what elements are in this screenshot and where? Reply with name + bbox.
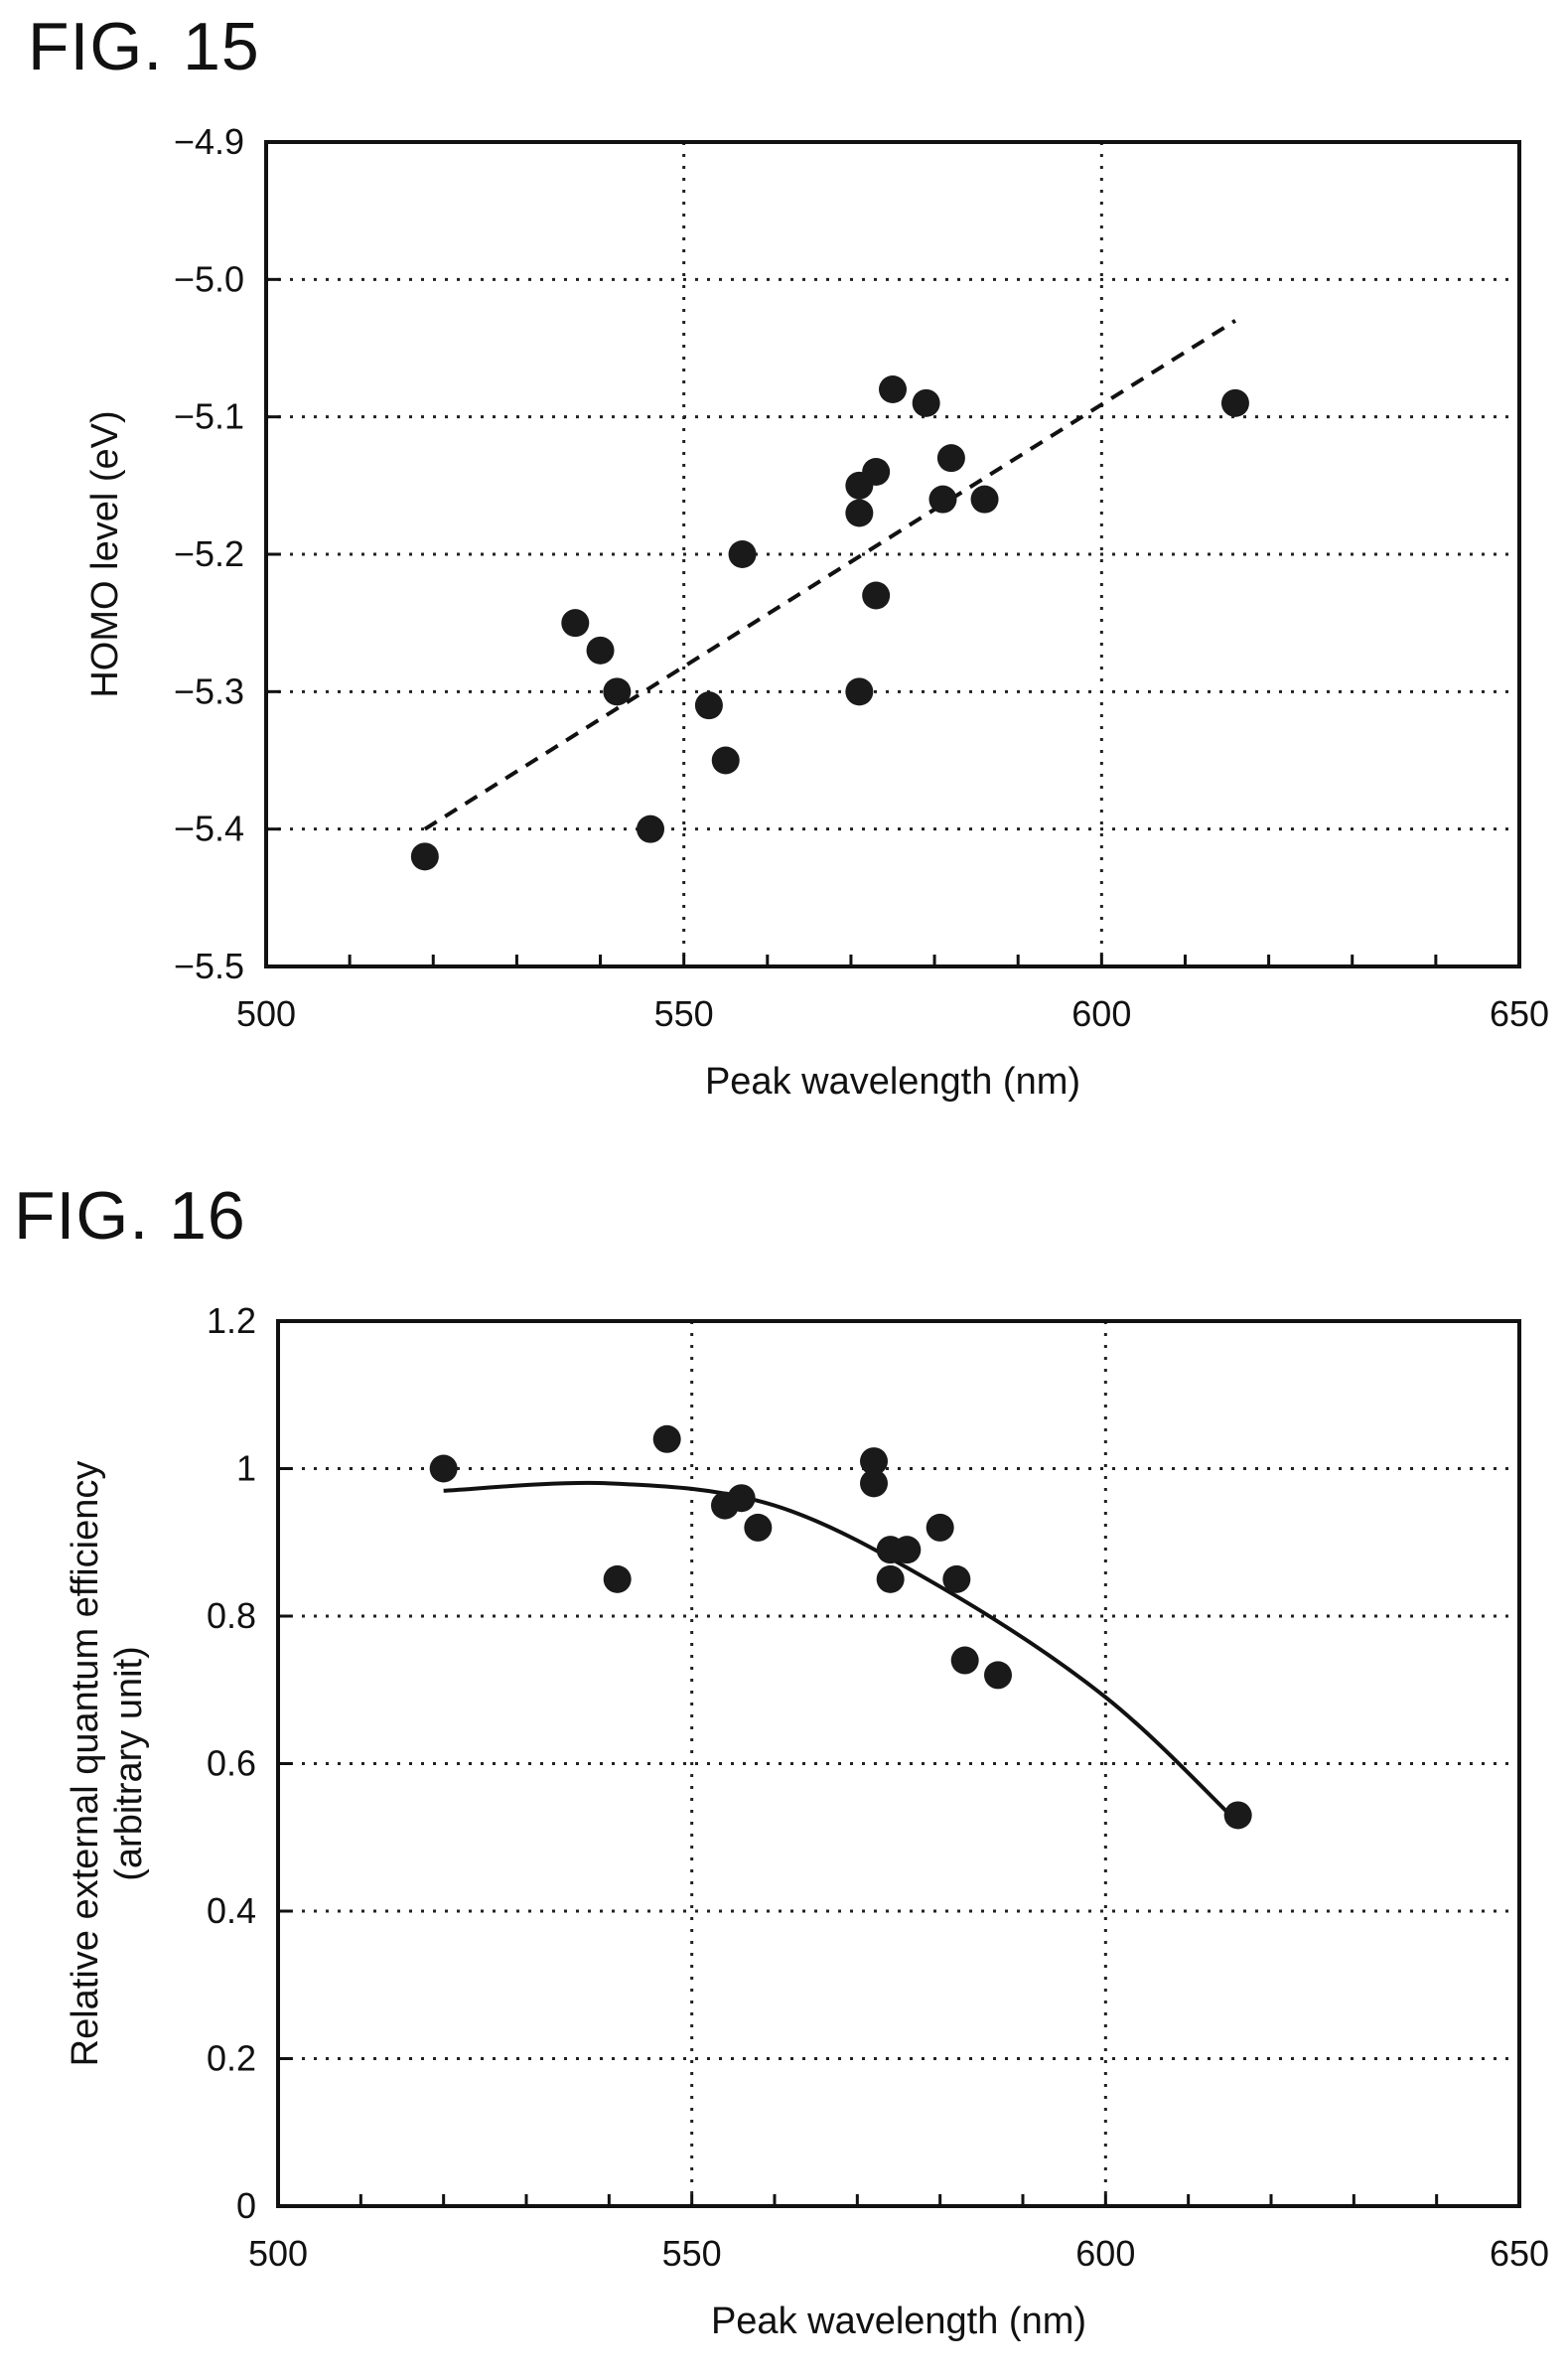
fig15-data-point xyxy=(845,677,874,706)
fig16-data-point xyxy=(926,1513,954,1542)
fig16-x-tick-label: 600 xyxy=(1075,2233,1135,2274)
fig16-data-point xyxy=(603,1564,632,1593)
fig16-y-axis-label-unit: (arbitrary unit) xyxy=(108,1646,150,1881)
fig15-y-tick-label: −5.2 xyxy=(174,533,244,574)
fig15-data-point xyxy=(1220,388,1249,417)
fig15-data-point xyxy=(694,691,723,720)
fig15-x-tick-label: 600 xyxy=(1071,993,1131,1034)
fig16-x-tick-label: 650 xyxy=(1490,2233,1549,2274)
fig16-data-point xyxy=(984,1661,1012,1690)
fig15-y-axis-label: HOMO level (eV) xyxy=(84,410,126,697)
fig16-data-point xyxy=(429,1454,458,1483)
fig16-data-point xyxy=(893,1536,922,1564)
fig15-data-point xyxy=(603,677,632,706)
fig16-x-tick-label: 550 xyxy=(662,2233,722,2274)
fig15-y-tick-label: −5.3 xyxy=(174,670,244,711)
fig15-trendline xyxy=(423,319,1237,831)
fig15-data-point xyxy=(845,499,874,527)
fig16-y-tick-label: 0.6 xyxy=(207,1743,256,1784)
fig16-data-point xyxy=(652,1424,681,1453)
fig15-data-point xyxy=(561,609,590,638)
fig16-y-tick-label: 0.8 xyxy=(207,1595,256,1636)
fig15-y-tick-label: −5.1 xyxy=(174,396,244,437)
fig15-y-tick-label: −4.9 xyxy=(174,121,244,162)
fig16-data-point xyxy=(942,1564,971,1593)
fig15-data-point xyxy=(862,458,891,486)
fig16-data-point xyxy=(860,1469,888,1498)
fig15-data-point xyxy=(928,485,957,514)
fig16-y-axis-label: Relative external quantum efficiency xyxy=(65,1461,106,2067)
fig16-y-tick-label: 0.4 xyxy=(207,1890,256,1931)
fig16-y-tick-label: 1 xyxy=(236,1448,256,1489)
fig16-data-point xyxy=(860,1447,888,1476)
fig15-x-tick-label: 550 xyxy=(654,993,714,1034)
fig15-data-point xyxy=(586,636,615,665)
fig16-data-point xyxy=(950,1646,979,1675)
fig15-title: FIG. 15 xyxy=(28,9,260,84)
fig16-data-point xyxy=(727,1484,756,1513)
fig16-y-tick-label: 0 xyxy=(236,2185,256,2226)
fig15-x-axis-label: Peak wavelength (nm) xyxy=(705,1061,1080,1103)
fig16-trendline xyxy=(443,1480,1240,1825)
fig15-data-point xyxy=(711,746,740,775)
fig16-x-tick-label: 500 xyxy=(248,2233,308,2274)
fig15-y-tick-label: −5.4 xyxy=(174,809,244,849)
fig15-data-point xyxy=(912,388,940,417)
fig15-y-tick-label: −5.5 xyxy=(174,946,244,986)
fig16-plot-frame xyxy=(276,1319,1521,2208)
fig15-x-tick-label: 500 xyxy=(236,993,296,1034)
fig15-data-point xyxy=(862,581,891,610)
fig15-data-point xyxy=(728,540,757,568)
fig16-title: FIG. 16 xyxy=(14,1178,246,1254)
fig15-plot-frame xyxy=(264,140,1521,968)
fig15-y-tick-label: −5.0 xyxy=(174,258,244,299)
fig16-x-axis-label: Peak wavelength (nm) xyxy=(711,2300,1086,2342)
fig15-data-point xyxy=(970,485,999,514)
fig16-data-point xyxy=(744,1513,773,1542)
fig16-data-point xyxy=(876,1564,905,1593)
fig15-x-tick-label: 650 xyxy=(1490,993,1549,1034)
fig15-data-point xyxy=(637,815,665,843)
fig16-y-tick-label: 0.2 xyxy=(207,2038,256,2079)
fig16-data-point xyxy=(1223,1801,1252,1830)
fig15-data-point xyxy=(879,375,907,403)
fig15-chart: 500 550 600 650 −4.9 −5.0 −5.1 −5.2 −5.3 −5.4 −5.5… xyxy=(84,121,1549,1103)
fig15-data-point xyxy=(410,842,439,871)
fig15-data-point xyxy=(936,444,965,473)
fig16-y-tick-label: 1.2 xyxy=(207,1300,256,1341)
